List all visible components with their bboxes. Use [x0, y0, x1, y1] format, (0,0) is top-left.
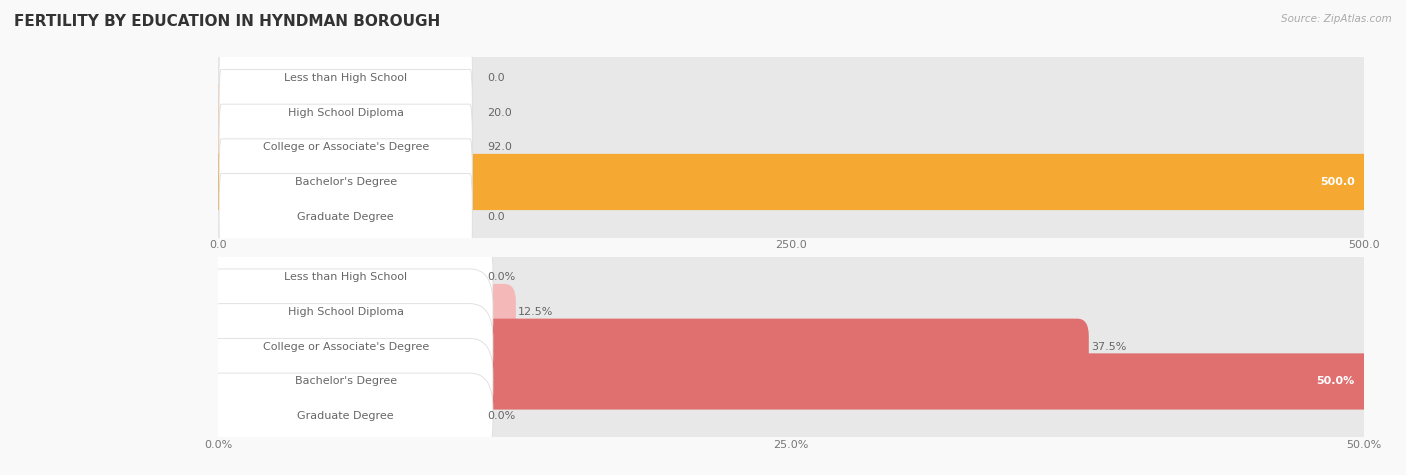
FancyBboxPatch shape: [198, 338, 494, 425]
FancyBboxPatch shape: [217, 50, 1365, 106]
FancyBboxPatch shape: [207, 388, 1375, 444]
Text: 92.0: 92.0: [488, 142, 512, 152]
FancyBboxPatch shape: [219, 104, 472, 190]
FancyBboxPatch shape: [207, 284, 1375, 340]
FancyBboxPatch shape: [219, 69, 472, 156]
Text: 0.0%: 0.0%: [488, 411, 516, 421]
Text: 50.0%: 50.0%: [1316, 377, 1354, 387]
Text: 0.0: 0.0: [488, 212, 505, 222]
Text: 500.0: 500.0: [1320, 177, 1354, 187]
FancyBboxPatch shape: [198, 373, 494, 459]
Text: High School Diploma: High School Diploma: [288, 307, 404, 317]
Text: 12.5%: 12.5%: [519, 307, 554, 317]
Text: High School Diploma: High School Diploma: [288, 107, 404, 117]
Text: Less than High School: Less than High School: [284, 272, 408, 282]
Text: Less than High School: Less than High School: [284, 73, 408, 83]
Text: College or Associate's Degree: College or Associate's Degree: [263, 142, 429, 152]
FancyBboxPatch shape: [217, 154, 1365, 210]
FancyBboxPatch shape: [219, 139, 472, 225]
Text: 0.0: 0.0: [488, 73, 505, 83]
Text: Graduate Degree: Graduate Degree: [298, 212, 394, 222]
Text: Graduate Degree: Graduate Degree: [298, 411, 394, 421]
FancyBboxPatch shape: [198, 234, 494, 321]
FancyBboxPatch shape: [219, 173, 472, 260]
FancyBboxPatch shape: [198, 304, 494, 390]
FancyBboxPatch shape: [207, 353, 1375, 409]
FancyBboxPatch shape: [207, 319, 1375, 375]
Text: Bachelor's Degree: Bachelor's Degree: [295, 177, 396, 187]
Text: 20.0: 20.0: [488, 107, 512, 117]
FancyBboxPatch shape: [217, 85, 264, 141]
Text: 37.5%: 37.5%: [1091, 342, 1126, 352]
Text: Bachelor's Degree: Bachelor's Degree: [295, 377, 396, 387]
FancyBboxPatch shape: [219, 35, 472, 121]
Text: College or Associate's Degree: College or Associate's Degree: [263, 342, 429, 352]
FancyBboxPatch shape: [217, 189, 1365, 245]
Text: FERTILITY BY EDUCATION IN HYNDMAN BOROUGH: FERTILITY BY EDUCATION IN HYNDMAN BOROUG…: [14, 14, 440, 29]
FancyBboxPatch shape: [217, 85, 1365, 141]
FancyBboxPatch shape: [207, 249, 1375, 305]
FancyBboxPatch shape: [207, 353, 1375, 409]
FancyBboxPatch shape: [207, 284, 516, 340]
Text: Source: ZipAtlas.com: Source: ZipAtlas.com: [1281, 14, 1392, 24]
FancyBboxPatch shape: [207, 319, 1088, 375]
FancyBboxPatch shape: [217, 154, 1365, 210]
FancyBboxPatch shape: [217, 119, 1365, 175]
FancyBboxPatch shape: [198, 269, 494, 355]
Text: 0.0%: 0.0%: [488, 272, 516, 282]
FancyBboxPatch shape: [217, 119, 430, 175]
